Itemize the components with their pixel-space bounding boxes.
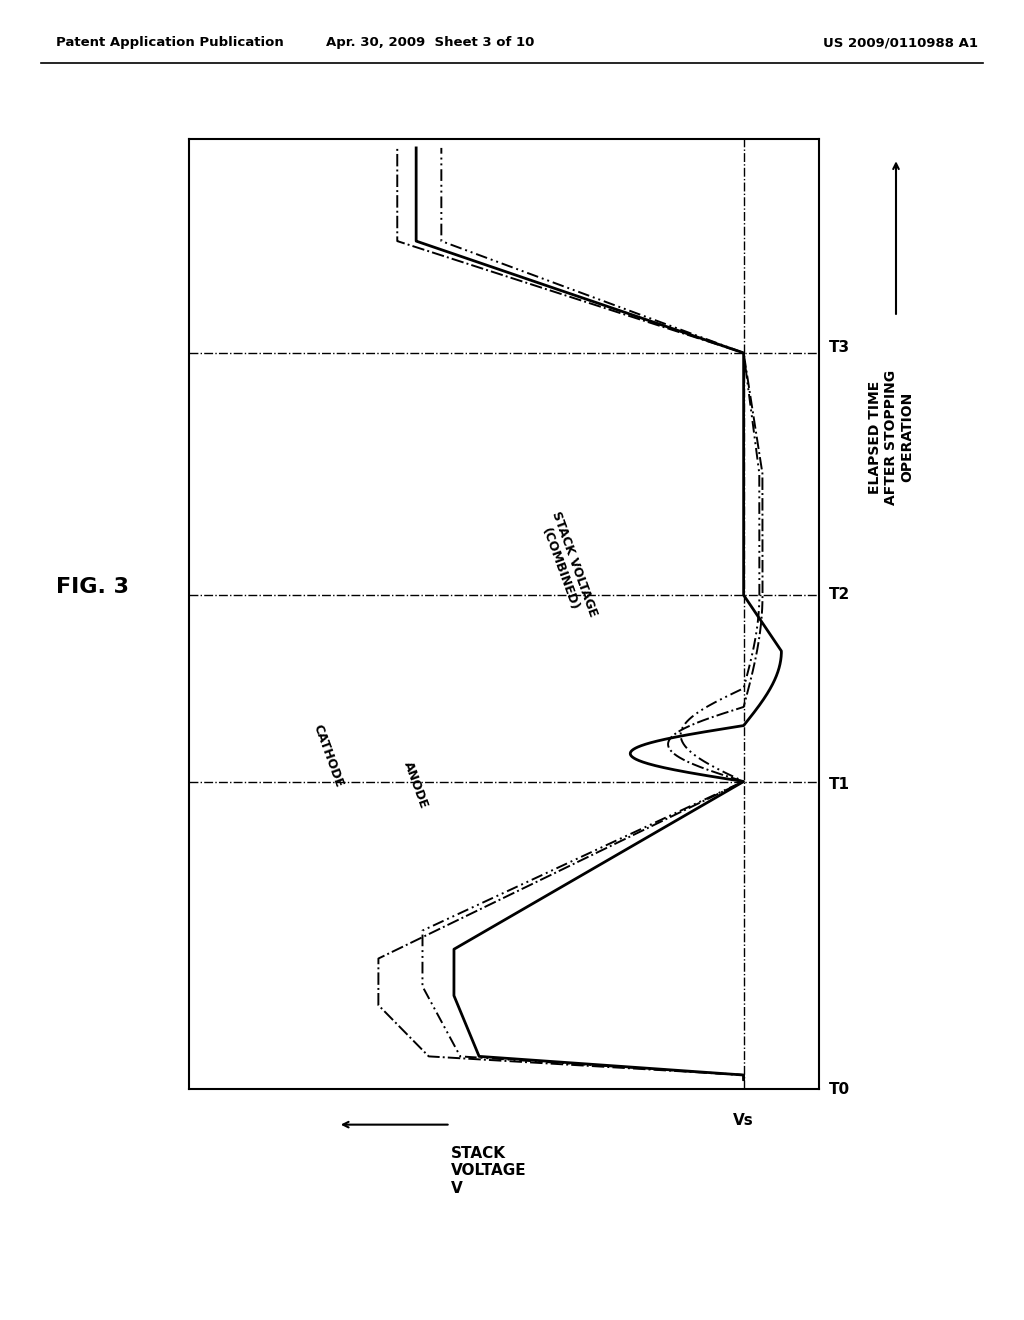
Text: Patent Application Publication: Patent Application Publication (56, 36, 284, 49)
Text: ELAPSED TIME
AFTER STOPPING
OPERATION: ELAPSED TIME AFTER STOPPING OPERATION (867, 370, 914, 504)
Text: Vs: Vs (733, 1113, 754, 1127)
Text: T3: T3 (828, 341, 850, 355)
Text: STACK VOLTAGE
(COMBINED): STACK VOLTAGE (COMBINED) (536, 510, 599, 623)
Text: T2: T2 (828, 587, 850, 602)
Text: US 2009/0110988 A1: US 2009/0110988 A1 (823, 36, 978, 49)
Text: FIG. 3: FIG. 3 (55, 577, 129, 598)
Text: STACK
VOLTAGE
V: STACK VOLTAGE V (451, 1146, 526, 1196)
Text: T1: T1 (828, 777, 850, 792)
Text: T0: T0 (828, 1081, 850, 1097)
Text: Apr. 30, 2009  Sheet 3 of 10: Apr. 30, 2009 Sheet 3 of 10 (326, 36, 535, 49)
Text: ANODE: ANODE (401, 759, 431, 810)
Text: CATHODE: CATHODE (310, 723, 345, 789)
